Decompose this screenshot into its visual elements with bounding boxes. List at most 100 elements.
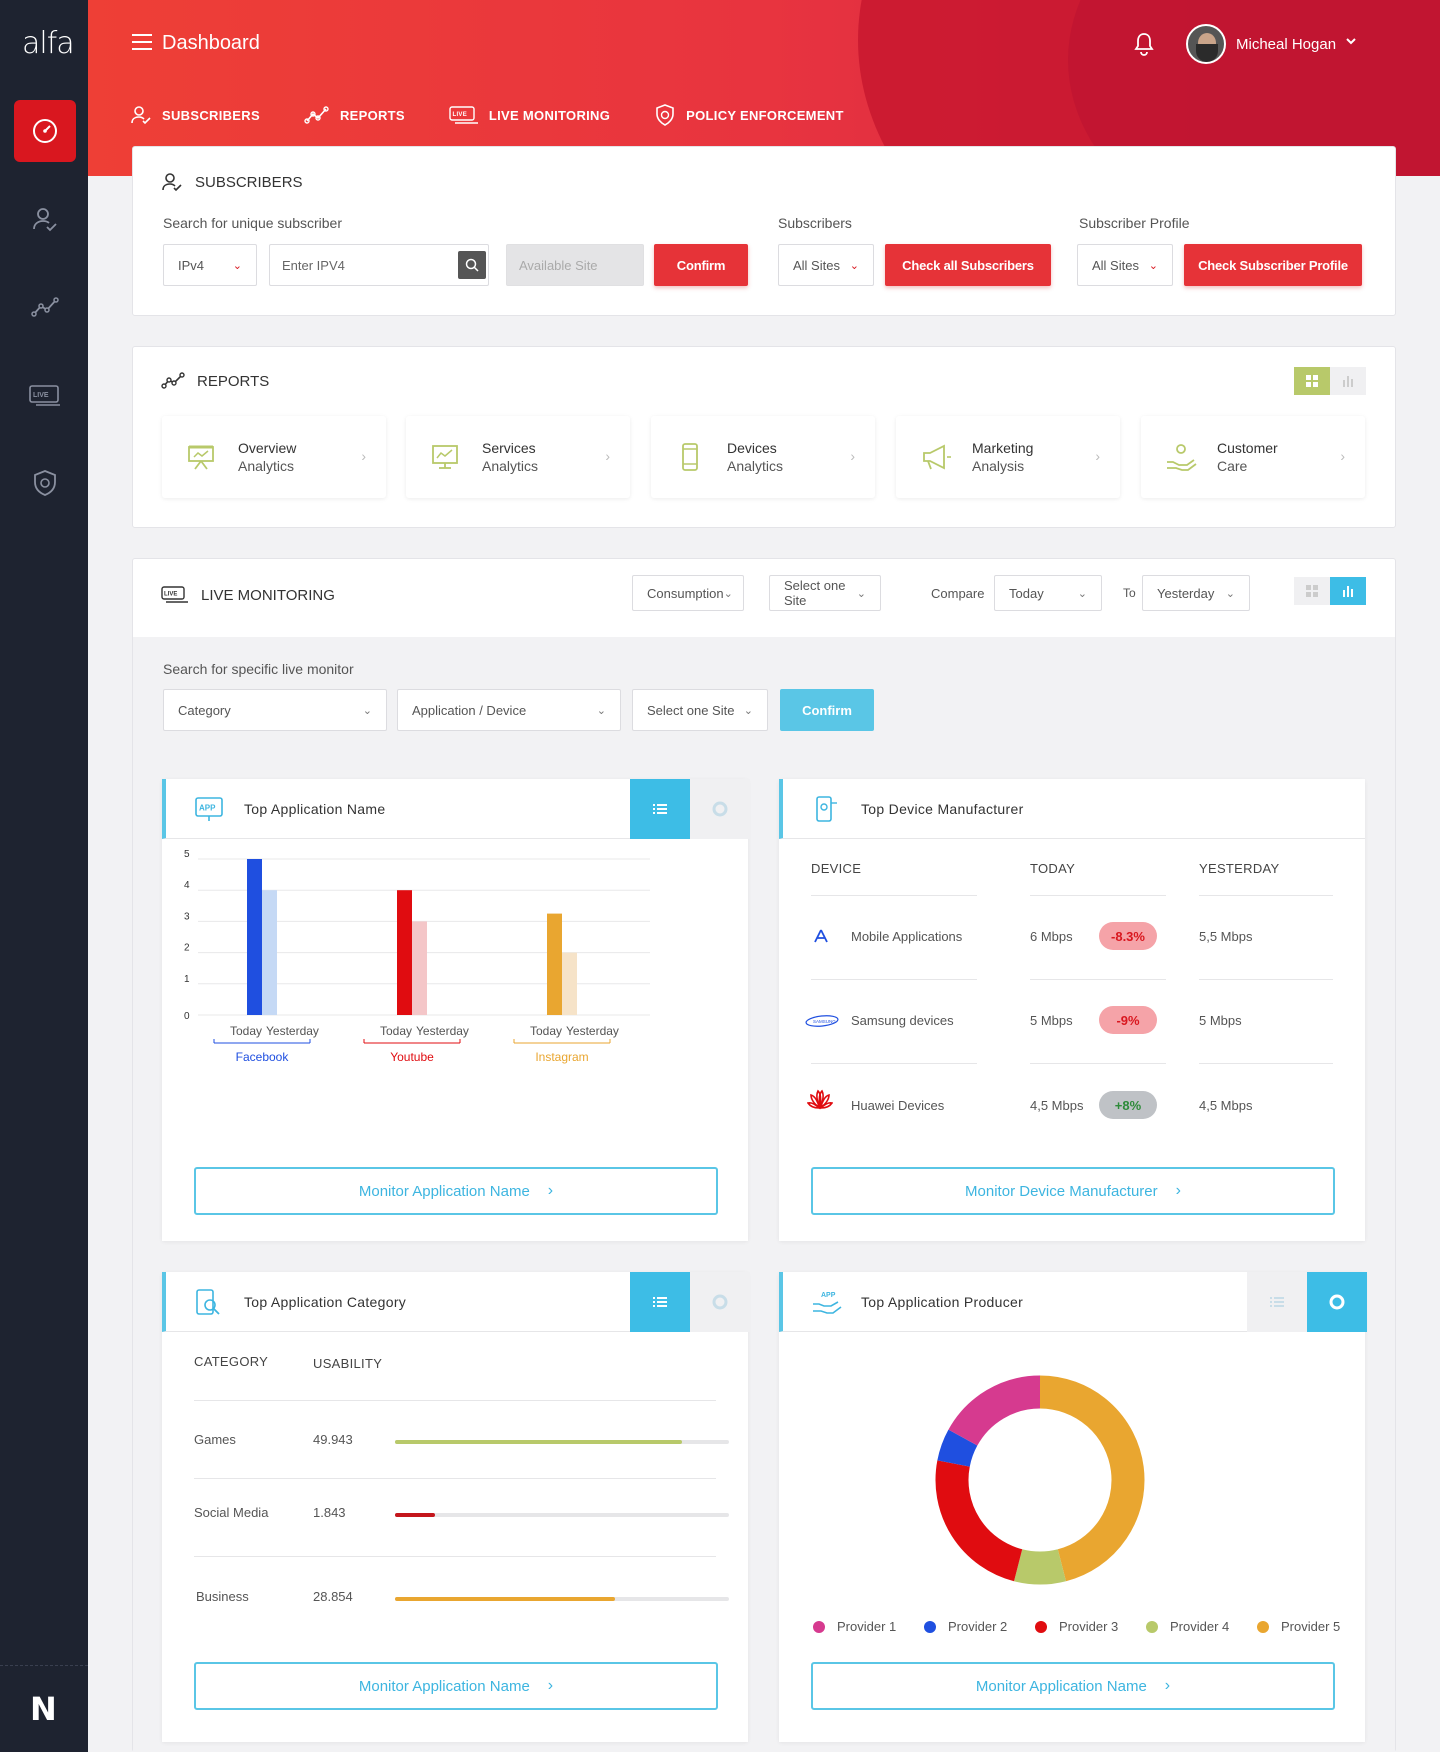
y-tick-label: 5 — [184, 849, 190, 860]
tile-subtitle: Analytics — [238, 458, 295, 474]
device-today: 6 Mbps — [1030, 929, 1073, 944]
nav-label: REPORTS — [339, 107, 405, 123]
app-hand-icon: APP — [813, 1292, 842, 1314]
category-value: 28.854 — [313, 1589, 353, 1604]
monitor-device-manufacturer-button[interactable]: Monitor Device Manufacturer › — [811, 1167, 1335, 1215]
tile-subtitle: Analysis — [972, 458, 1025, 474]
monitor-application-name-button[interactable]: Monitor Application Name › — [194, 1167, 718, 1215]
compare-from-select[interactable]: Today ⌄ — [994, 575, 1102, 611]
chevron-down-icon[interactable] — [1344, 34, 1358, 48]
svg-text:SAMSUNG: SAMSUNG — [813, 1019, 836, 1024]
donut-slice — [1014, 1549, 1066, 1585]
nav-reports[interactable]: REPORTS — [304, 104, 405, 126]
bar-label-today: Today — [230, 1024, 262, 1038]
report-tile-customer-care[interactable]: Customer Care › — [1141, 416, 1365, 498]
sidebar-item-dashboard[interactable] — [14, 100, 76, 162]
panel-title: Top Application Name — [244, 801, 386, 817]
grid-view-button[interactable] — [1294, 577, 1330, 605]
subscribers-site-select[interactable]: All Sites ⌄ — [778, 244, 874, 286]
usability-bar — [395, 1440, 729, 1444]
usability-fill — [395, 1513, 436, 1517]
nav-subscribers[interactable]: SUBSCRIBERS — [130, 104, 260, 126]
report-tile-overview[interactable]: Overview Analytics › — [162, 416, 386, 498]
select-value: Yesterday — [1157, 585, 1215, 601]
monitor-application-name-button-2[interactable]: Monitor Application Name › — [194, 1662, 718, 1710]
app-icon: APP — [195, 797, 223, 821]
profile-site-select[interactable]: All Sites ⌄ — [1077, 244, 1173, 286]
sidebar-item-policy[interactable] — [14, 452, 76, 514]
site-select[interactable]: Select one Site ⌄ — [769, 575, 881, 611]
select-value: Consumption — [647, 585, 724, 601]
live-icon: LIVE — [161, 586, 188, 603]
nav-policy-enforcement[interactable]: POLICY ENFORCEMENT — [654, 104, 844, 126]
ip-type-select[interactable]: IPv4 ⌄ — [163, 244, 257, 286]
bell-icon[interactable] — [1134, 32, 1154, 56]
top-app-panel: APP Top Application Name 0 1 2 3 4 5 Today Yest… — [162, 779, 750, 1241]
sidebar-item-subscribers[interactable] — [14, 188, 76, 250]
report-tile-marketing[interactable]: Marketing Analysis › — [896, 416, 1120, 498]
category-label: Facebook — [236, 1050, 290, 1064]
compare-to-select[interactable]: Yesterday ⌄ — [1142, 575, 1250, 611]
avatar[interactable] — [1186, 24, 1226, 64]
grid-view-button[interactable] — [1294, 367, 1330, 395]
legend-label: Provider 1 — [837, 1619, 897, 1634]
tile-title: Overview — [238, 440, 297, 456]
monitor-application-name-button-3[interactable]: Monitor Application Name › — [811, 1662, 1335, 1710]
report-tile-services[interactable]: Services Analytics › — [406, 416, 630, 498]
top-producer-panel: APP Top Application Producer Provider 1 … — [779, 1272, 1367, 1742]
ip-input[interactable]: Enter IPV4 — [269, 244, 489, 286]
donut-icon — [712, 801, 728, 817]
select-value: Today — [1009, 585, 1044, 601]
category-label: Instagram — [535, 1050, 588, 1064]
chevron-down-icon: ⌄ — [1148, 259, 1158, 272]
sidebar-item-reports[interactable] — [14, 276, 76, 338]
trend-icon — [304, 106, 329, 124]
app-device-select[interactable]: Application / Device ⌄ — [397, 689, 621, 731]
menu-icon[interactable] — [132, 34, 152, 55]
app-logo[interactable]: alfa — [22, 26, 75, 61]
chevron-right-icon: › — [1175, 1182, 1181, 1199]
category-select[interactable]: Category ⌄ — [163, 689, 387, 731]
speedometer-icon — [33, 119, 57, 143]
donut-view-tab[interactable] — [690, 779, 750, 839]
y-tick-label: 2 — [184, 943, 190, 954]
reports-view-toggle — [1294, 367, 1366, 395]
tile-subtitle: Analytics — [727, 458, 784, 474]
nav-live-monitoring[interactable]: LIVE LIVE MONITORING — [449, 104, 610, 126]
legend-item: Provider 5 — [1257, 1619, 1340, 1634]
donut-slice — [937, 1429, 978, 1468]
available-site-input[interactable]: Available Site — [506, 244, 644, 286]
check-all-subscribers-button[interactable]: Check all Subscribers — [885, 244, 1051, 286]
svg-text:APP: APP — [199, 804, 216, 813]
phone-icon — [682, 443, 698, 471]
device-monitor-icon — [816, 796, 837, 822]
legend-dot — [1257, 1620, 1269, 1633]
donut-view-tab[interactable] — [1307, 1272, 1367, 1332]
list-view-tab[interactable] — [630, 1272, 690, 1332]
user-check-icon — [131, 106, 151, 125]
list-view-tab[interactable] — [1247, 1272, 1307, 1332]
huawei-icon — [807, 1089, 833, 1110]
report-tile-devices[interactable]: Devices Analytics › — [651, 416, 875, 498]
site2-select[interactable]: Select one Site ⌄ — [632, 689, 768, 731]
search-button[interactable] — [458, 251, 486, 279]
column-header: CATEGORY — [194, 1354, 269, 1369]
grid-icon — [1306, 585, 1318, 597]
check-subscriber-profile-button[interactable]: Check Subscriber Profile — [1184, 244, 1362, 286]
bar-label-yesterday: Yesterday — [566, 1024, 619, 1038]
legend-item: Provider 4 — [1146, 1619, 1229, 1634]
list-view-tab[interactable] — [630, 779, 690, 839]
metric-select[interactable]: Consumption ⌄ — [632, 575, 744, 611]
live-confirm-button[interactable]: Confirm — [780, 689, 874, 731]
donut-view-tab[interactable] — [690, 1272, 750, 1332]
chart-view-button[interactable] — [1330, 577, 1366, 605]
user-check-icon — [162, 173, 182, 192]
sidebar-item-live[interactable]: LIVE — [14, 364, 76, 426]
user-name[interactable]: Micheal Hogan — [1236, 36, 1337, 53]
to-label: To — [1123, 586, 1136, 600]
chart-view-button[interactable] — [1330, 367, 1366, 395]
subscriber-profile-label: Subscriber Profile — [1079, 215, 1190, 231]
page-title: Dashboard — [162, 32, 260, 54]
confirm-button[interactable]: Confirm — [654, 244, 748, 286]
chevron-right-icon: › — [1340, 448, 1345, 464]
